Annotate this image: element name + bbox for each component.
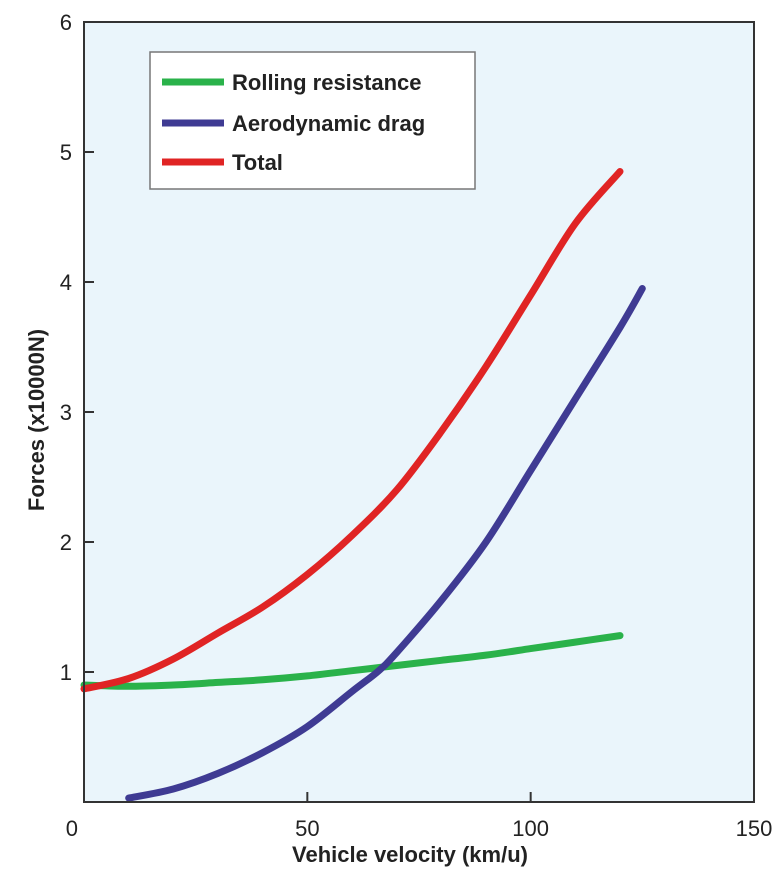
y-tick-label: 3 (60, 400, 72, 425)
ticks-layer: 1 2 3 4 5 6 0 50 100 150 (60, 10, 772, 841)
legend-label-rolling: Rolling resistance (232, 70, 422, 95)
series-line-rolling-resistance (80, 632, 624, 690)
y-tick-label: 1 (60, 660, 72, 685)
y-axis-title: Forces (x10000N) (24, 329, 49, 511)
series-line-total (80, 168, 624, 693)
series-line-aerodynamic-drag (125, 285, 646, 802)
y-tick-label: 4 (60, 270, 72, 295)
y-tick-label: 6 (60, 10, 72, 35)
y-tick-label: 5 (60, 140, 72, 165)
x-axis-title: Vehicle velocity (km/u) (292, 842, 528, 867)
x-tick-label: 50 (295, 816, 319, 841)
series-layer (80, 168, 646, 802)
x-tick-label: 100 (512, 816, 549, 841)
x-tick-label: 150 (736, 816, 772, 841)
legend-label-total: Total (232, 150, 283, 175)
x-tick-label: 0 (66, 816, 78, 841)
legend-label-aero: Aerodynamic drag (232, 111, 425, 136)
y-tick-label: 2 (60, 530, 72, 555)
legend: Rolling resistance Aerodynamic drag Tota… (149, 51, 476, 190)
